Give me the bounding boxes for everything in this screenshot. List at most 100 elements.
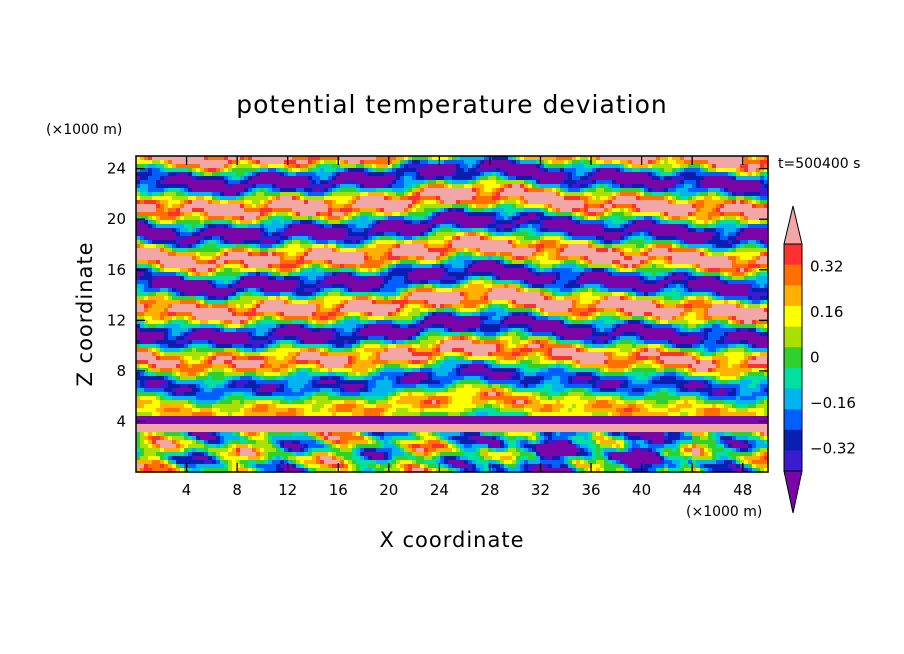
field-cell <box>172 260 177 265</box>
field-cell <box>660 184 665 189</box>
field-cell <box>300 188 305 193</box>
field-cell <box>280 180 285 185</box>
field-cell <box>356 252 361 257</box>
field-cell <box>268 184 273 189</box>
field-cell <box>144 248 149 253</box>
field-cell <box>188 168 193 173</box>
field-cell <box>284 232 289 237</box>
field-cell <box>564 272 569 277</box>
field-cell <box>676 172 681 177</box>
field-cell <box>476 256 481 261</box>
field-cell <box>240 220 245 225</box>
field-cell <box>608 192 613 197</box>
field-cell <box>656 264 661 269</box>
field-cell <box>140 220 145 225</box>
field-cell <box>276 220 281 225</box>
field-cell <box>692 172 697 177</box>
field-cell <box>456 268 461 273</box>
field-cell <box>504 248 509 253</box>
field-cell <box>380 168 385 173</box>
field-cell <box>268 176 273 181</box>
field-cell <box>456 244 461 249</box>
field-cell <box>760 220 765 225</box>
field-cell <box>592 172 597 177</box>
field-cell <box>312 172 317 177</box>
field-cell <box>328 220 333 225</box>
field-cell <box>284 252 289 257</box>
field-cell <box>136 224 141 229</box>
field-cell <box>404 252 409 257</box>
field-cell <box>616 192 621 197</box>
field-cell <box>612 224 617 229</box>
field-cell <box>596 256 601 261</box>
field-cell <box>568 236 573 241</box>
field-cell <box>600 256 605 261</box>
field-cell <box>420 236 425 241</box>
field-cell <box>656 268 661 273</box>
field-cell <box>520 160 525 165</box>
field-cell <box>492 252 497 257</box>
field-cell <box>712 200 717 205</box>
field-cell <box>460 240 465 245</box>
field-cell <box>252 196 257 201</box>
field-cell <box>388 244 393 249</box>
field-cell <box>684 224 689 229</box>
field-cell <box>524 200 529 205</box>
field-cell <box>152 280 157 285</box>
field-cell <box>272 220 277 225</box>
field-cell <box>288 208 293 213</box>
field-cell <box>448 216 453 221</box>
field-cell <box>544 168 549 173</box>
field-cell <box>580 220 585 225</box>
field-cell <box>352 156 357 161</box>
field-cell <box>488 200 493 205</box>
field-cell <box>216 260 221 265</box>
field-cell <box>568 260 573 265</box>
field-cell <box>524 228 529 233</box>
field-cell <box>284 192 289 197</box>
field-cell <box>312 276 317 281</box>
field-cell <box>572 176 577 181</box>
field-cell <box>340 224 345 229</box>
field-cell <box>340 212 345 217</box>
field-cell <box>336 260 341 265</box>
field-cell <box>200 156 205 161</box>
field-cell <box>420 244 425 249</box>
field-cell <box>176 216 181 221</box>
field-cell <box>488 204 493 209</box>
field-cell <box>528 212 533 217</box>
field-cell <box>580 180 585 185</box>
field-cell <box>252 216 257 221</box>
field-cell <box>624 168 629 173</box>
field-cell <box>372 256 377 261</box>
field-cell <box>212 172 217 177</box>
field-cell <box>500 280 505 285</box>
field-cell <box>496 224 501 229</box>
field-cell <box>660 244 665 249</box>
field-cell <box>232 156 237 161</box>
field-cell <box>628 212 633 217</box>
field-cell <box>416 232 421 237</box>
field-cell <box>540 252 545 257</box>
field-cell <box>244 280 249 285</box>
field-cell <box>416 256 421 261</box>
field-cell <box>256 256 261 261</box>
field-cell <box>392 240 397 245</box>
field-cell <box>652 272 657 277</box>
field-cell <box>340 260 345 265</box>
field-cell <box>176 276 181 281</box>
field-cell <box>288 192 293 197</box>
field-cell <box>460 156 465 161</box>
field-cell <box>764 232 769 237</box>
field-cell <box>672 216 677 221</box>
field-cell <box>312 264 317 269</box>
field-cell <box>744 268 749 273</box>
field-cell <box>632 204 637 209</box>
field-cell <box>408 236 413 241</box>
field-cell <box>536 172 541 177</box>
field-cell <box>760 204 765 209</box>
field-cell <box>432 272 437 277</box>
field-cell <box>376 204 381 209</box>
field-cell <box>380 208 385 213</box>
field-cell <box>372 232 377 237</box>
